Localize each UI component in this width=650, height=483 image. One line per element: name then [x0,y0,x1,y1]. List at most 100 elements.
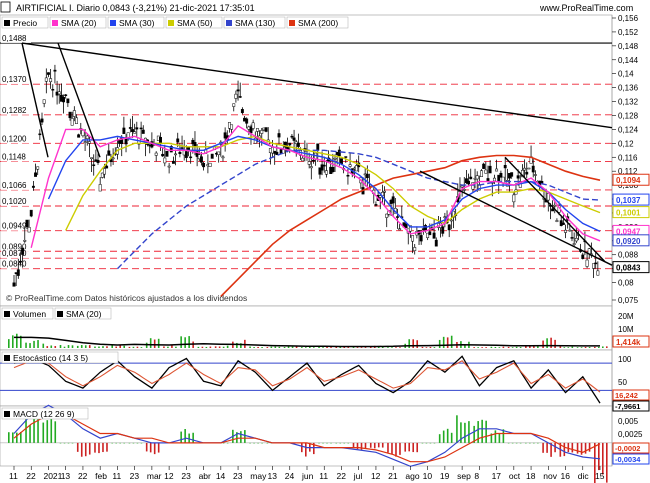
volume-bar [123,345,126,348]
left-level-label: 0,1066 [2,181,27,190]
x-axis-label: jun [301,471,314,481]
brand-link[interactable]: www.ProRealTime.com [539,3,633,13]
candle-body [449,219,453,222]
volume-bar [249,346,251,348]
volume-bar [257,346,259,348]
volume-bar [305,347,307,348]
candle-body [471,182,475,190]
candle-body [236,89,240,92]
x-axis-label: 22 [26,471,36,481]
candle-body [391,196,395,204]
volume-bar [46,346,49,348]
candle-body [546,193,550,201]
volume-bar [416,340,419,348]
candle-body [396,216,399,218]
candle-body [385,213,389,218]
volume-bar [106,346,108,348]
macd-histogram-bar [153,442,156,455]
volume-bar [438,339,441,348]
price-panel[interactable] [0,14,613,307]
volume-bar [412,339,415,348]
window-menu-icon[interactable] [0,1,11,13]
candle-body [570,237,574,239]
macd-badge-text: -0,0002 [615,444,640,453]
macd-histogram-bar [305,442,307,457]
volume-content: 20M 10M 1,414k [8,312,650,348]
left-level-label: 0,0949 [2,222,27,231]
x-axis-label: 12 [164,471,174,481]
volume-bar [226,345,229,348]
candle-body [428,231,432,236]
volume-bar [84,345,87,348]
legend-swatch [226,20,232,26]
candle-body [234,93,238,99]
macd-histogram-bar [157,442,160,453]
sma-line [116,149,601,270]
volume-bar [571,346,574,348]
macd-histogram-bar [481,419,483,443]
macd-histogram-bar [373,442,376,449]
volume-bar [115,346,118,348]
volume-bar [149,338,152,348]
left-label-bg [1,105,31,115]
macd-histogram-bar [222,442,225,444]
volume-bar [464,344,466,348]
candle-body [365,173,369,179]
volume-bar [236,342,238,348]
macd-histogram-bar [588,442,591,452]
volume-bar [16,333,18,348]
volume-axis-label: 20M [618,312,634,321]
volume-bar [153,339,156,348]
macd-histogram-bar [533,442,535,444]
volume-bar [554,339,556,348]
volume-axis-label: 10M [618,325,634,334]
left-level-label: 0,0890 [2,242,27,251]
macd-histogram-bar [261,442,263,444]
volume-bar [473,347,475,348]
candle-body [100,172,104,178]
volume-bar [559,346,562,348]
x-axis-label: feb [95,471,107,481]
candle-body [171,160,175,164]
volume-bar [352,346,355,348]
value-badge-text: 0,1094 [616,176,641,185]
legend-item [107,16,165,29]
candle-body [516,175,520,179]
x-axis-label: sep [457,471,471,481]
volume-bar [425,347,428,348]
price-grid [0,42,612,270]
macd-panel[interactable] [0,405,613,467]
candle-body [374,204,378,206]
macd-histogram-bar [456,415,458,443]
volume-bar [301,347,303,348]
candle-body [564,229,567,233]
candle-body [296,142,300,147]
price-axis-label: 0,08 [618,279,634,288]
left-level-label: 0,1488 [2,34,27,43]
macd-histogram-bar [94,442,96,453]
macd-histogram-bar [71,442,74,444]
volume-badge-text: 1,414k [616,338,641,347]
left-label-bg [1,249,31,259]
candle-body [62,96,66,103]
candle-body [340,158,343,165]
volume-bar [33,340,35,348]
candle-body [419,235,423,242]
volume-bar [429,346,432,348]
macd-histogram-bar [326,442,328,444]
price-legend: Precio SMA (20) SMA (30) SMA (50) SMA (130) S… [1,16,349,29]
trendline [21,42,613,129]
x-axis-label: 15 [595,471,605,481]
candle-body [210,153,214,159]
macd-histogram-bar [33,418,35,443]
volume-bar [163,346,165,348]
macd-histogram-bar [149,442,152,453]
candle-body [441,226,445,234]
candle-body [139,127,143,130]
volume-bar [369,346,372,348]
candle-body [290,135,294,138]
candle-body [12,282,16,287]
volume-bar [507,346,510,348]
